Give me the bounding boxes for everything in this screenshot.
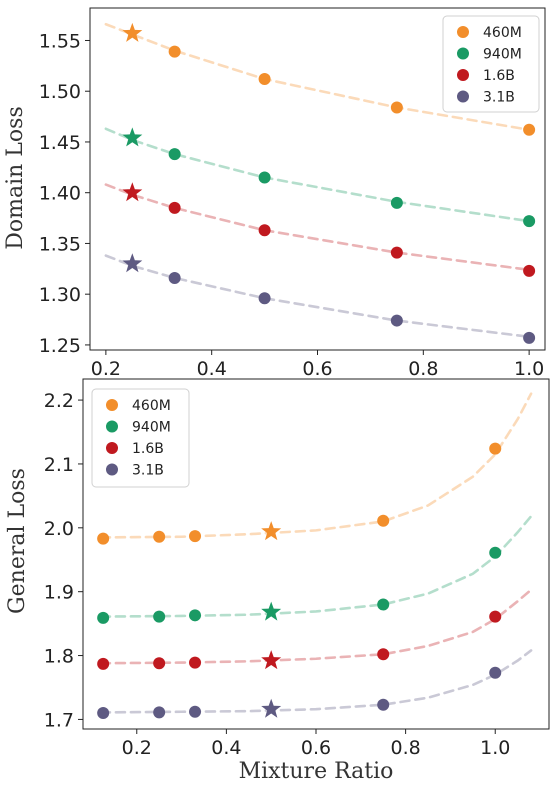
data-point-3.1B xyxy=(258,292,271,305)
legend-marker-3.1B xyxy=(457,90,469,103)
y-tick-label: 1.7 xyxy=(44,709,74,731)
fit-curve-3.1B xyxy=(104,254,531,339)
data-point-940M xyxy=(168,148,181,161)
data-point-940M xyxy=(523,215,536,228)
data-point-3.1B xyxy=(189,705,202,718)
legend-label-1.6B: 1.6B xyxy=(483,68,515,84)
legend: 460M 940M 1.6B 3.1B xyxy=(91,388,190,488)
y-tick-label: 1.50 xyxy=(39,81,81,103)
legend-label-940M: 940M xyxy=(132,420,171,436)
data-point-460M xyxy=(258,73,271,86)
legend-label-1.6B: 1.6B xyxy=(132,441,164,457)
legend-label-3.1B: 3.1B xyxy=(132,463,164,479)
y-tick-label: 1.45 xyxy=(39,132,81,154)
data-point-3.1B xyxy=(377,698,390,711)
data-point-3.1B xyxy=(390,314,403,327)
data-point-460M xyxy=(377,514,390,527)
y-tick-label: 1.35 xyxy=(39,233,81,255)
fit-curve-1.6B xyxy=(99,588,533,665)
legend-marker-940M xyxy=(457,47,469,60)
legend-marker-1.6B xyxy=(457,69,469,81)
data-point-460M xyxy=(489,442,502,455)
legend-marker-3.1B xyxy=(106,463,118,476)
data-point-3.1B xyxy=(489,666,502,679)
y-axis-label: General Loss xyxy=(5,468,30,614)
x-tick-label: 0.6 xyxy=(302,358,332,380)
data-point-1.6B xyxy=(189,656,202,669)
data-point-1.6B xyxy=(153,657,166,670)
data-point-1.6B xyxy=(390,246,403,259)
x-tick-label: 0.6 xyxy=(301,737,331,759)
y-tick-label: 1.30 xyxy=(39,284,81,306)
y-tick-label: 2.0 xyxy=(44,518,74,540)
optimum-star-940M xyxy=(261,601,282,621)
data-point-460M xyxy=(523,123,536,136)
legend-label-460M: 460M xyxy=(483,25,522,41)
fit-curve-460M xyxy=(99,392,533,539)
y-tick-label: 1.9 xyxy=(44,582,74,604)
legend-marker-460M xyxy=(457,26,469,38)
data-point-460M xyxy=(390,101,403,114)
x-tick-label: 0.4 xyxy=(211,737,241,759)
x-tick-label: 0.4 xyxy=(197,358,227,380)
x-axis-label: Mixture Ratio xyxy=(239,759,394,784)
x-tick-label: 0.2 xyxy=(122,737,152,759)
data-point-940M xyxy=(153,610,166,623)
y-axis-label: Domain Loss xyxy=(3,106,28,250)
x-tick-label: 0.2 xyxy=(91,358,121,380)
x-tick-label: 1.0 xyxy=(480,737,510,759)
y-tick-label: 1.55 xyxy=(39,30,81,52)
optimum-star-3.1B xyxy=(261,698,282,718)
optimum-star-940M xyxy=(122,127,143,147)
data-point-940M xyxy=(489,546,502,559)
legend-label-940M: 940M xyxy=(483,47,522,63)
data-point-1.6B xyxy=(168,201,181,214)
data-point-1.6B xyxy=(258,224,271,237)
data-point-3.1B xyxy=(153,706,166,719)
legend-box xyxy=(442,15,540,113)
legend-marker-1.6B xyxy=(106,442,118,454)
legend: 460M 940M 1.6B 3.1B xyxy=(442,15,540,113)
data-point-1.6B xyxy=(97,657,110,670)
y-tick-label: 2.2 xyxy=(44,390,74,412)
data-point-3.1B xyxy=(97,707,110,720)
x-tick-label: 0.8 xyxy=(391,737,421,759)
general-loss-chart: 0.2 0.4 0.6 0.8 1.0 1.7 1.8 1.9 2.0 2.1 2.2 General… xyxy=(5,378,550,784)
data-point-1.6B xyxy=(377,648,390,661)
fit-curve-1.6B xyxy=(104,183,531,272)
data-point-940M xyxy=(377,598,390,611)
x-tick-label: 1.0 xyxy=(514,358,544,380)
data-point-460M xyxy=(153,530,166,543)
y-tick-label: 1.40 xyxy=(39,183,81,205)
optimum-star-460M xyxy=(122,22,143,42)
optimum-star-460M xyxy=(261,521,282,541)
data-point-940M xyxy=(189,609,202,622)
optimum-star-3.1B xyxy=(122,253,143,273)
data-point-940M xyxy=(390,196,403,209)
legend-marker-940M xyxy=(106,420,118,433)
data-point-460M xyxy=(97,532,110,545)
fit-curve-3.1B xyxy=(99,649,533,714)
domain-loss-chart: 0.2 0.4 0.6 0.8 1.0 1.25 1.30 1.35 1.40 1.45 1.50 1… xyxy=(3,7,546,380)
fit-curve-940M xyxy=(99,515,533,618)
optimum-star-1.6B xyxy=(122,182,143,202)
data-point-460M xyxy=(189,530,202,543)
data-point-3.1B xyxy=(168,271,181,284)
y-tick-label: 2.1 xyxy=(44,454,74,476)
legend-box xyxy=(91,388,190,488)
y-tick-label: 1.8 xyxy=(44,646,74,668)
data-point-460M xyxy=(168,45,181,58)
data-point-940M xyxy=(258,171,271,184)
optimum-star-1.6B xyxy=(261,650,282,670)
legend-label-3.1B: 3.1B xyxy=(483,90,515,106)
data-point-3.1B xyxy=(523,331,536,344)
legend-marker-460M xyxy=(106,399,118,411)
data-point-1.6B xyxy=(489,610,502,623)
x-tick-label: 0.8 xyxy=(408,358,438,380)
y-tick-label: 1.25 xyxy=(39,335,81,357)
data-point-940M xyxy=(97,611,110,624)
legend-label-460M: 460M xyxy=(132,398,171,414)
data-point-1.6B xyxy=(523,264,536,277)
